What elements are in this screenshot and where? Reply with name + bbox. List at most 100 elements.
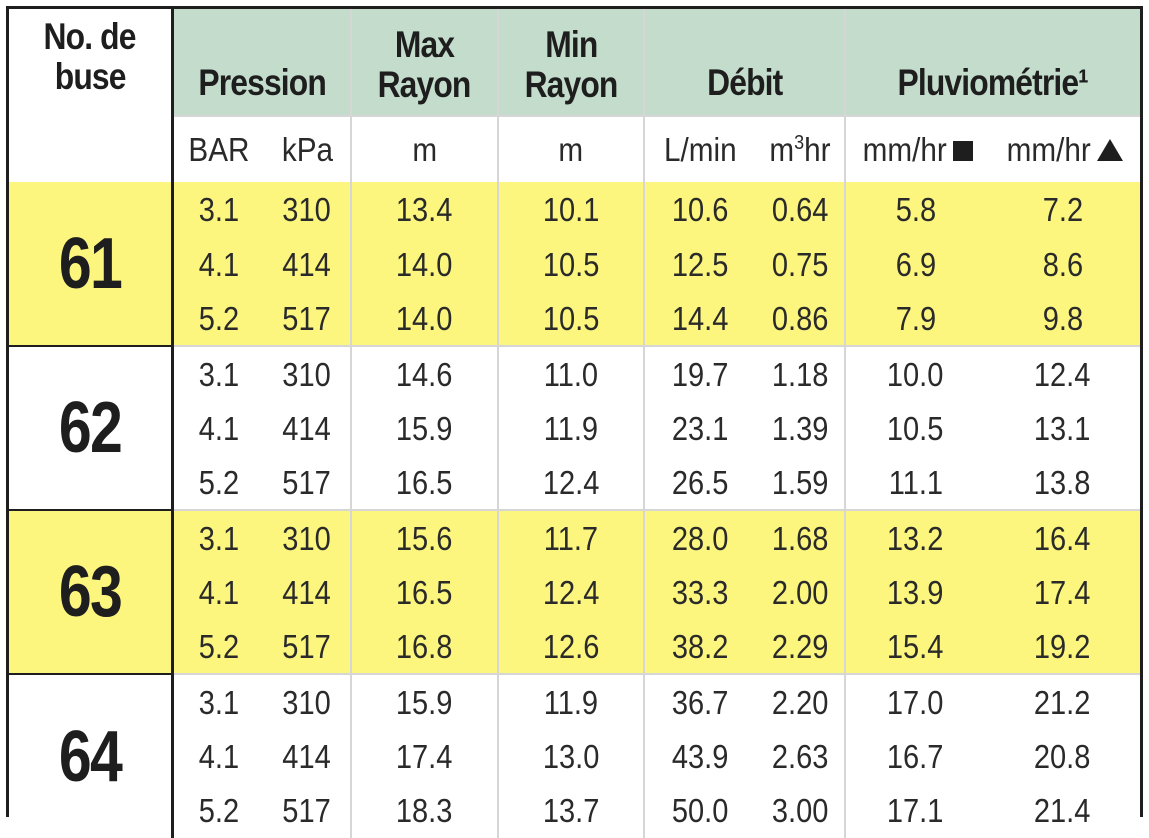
table-row: 5.2 517 16.8 12.6 38.2 2.29 15.4 19.2 xyxy=(9,620,1141,674)
unit-bar: BAR xyxy=(170,115,264,182)
cell-tri: 8.6 xyxy=(985,238,1141,292)
cell-m3hr-value: 1.68 xyxy=(771,519,829,557)
cell-sq: 15.4 xyxy=(844,620,986,674)
cell-max: 14.0 xyxy=(350,292,499,346)
cell-kpa: 414 xyxy=(264,238,352,292)
table-row: 61 3.1 310 13.4 10.1 10.6 0.64 5.8 7.2 xyxy=(9,182,1141,346)
cell-m3hr: 0.64 xyxy=(756,182,846,238)
cell-kpa-value: 517 xyxy=(282,463,332,501)
nozzle-header-line-1: No. de xyxy=(43,16,137,57)
cell-lmin: 50.0 xyxy=(643,784,757,838)
max-rayon-line-1: Max xyxy=(394,24,455,65)
table-row: 4.1 414 14.0 10.5 12.5 0.75 6.9 8.6 xyxy=(9,238,1141,292)
cell-m3hr-value: 0.75 xyxy=(771,246,829,283)
cell-max-value: 16.5 xyxy=(396,574,453,611)
unit-kpa: kPa xyxy=(264,115,352,182)
table-row: 4.1 414 16.5 12.4 33.3 2.00 13.9 17.4 xyxy=(9,566,1141,620)
cell-lmin-value: 14.4 xyxy=(672,299,729,337)
cell-lmin: 38.2 xyxy=(643,620,757,674)
cell-min: 12.6 xyxy=(497,620,645,674)
cell-bar-value: 3.1 xyxy=(198,355,239,393)
cell-bar: 4.1 xyxy=(170,238,264,292)
cell-lmin-value: 26.5 xyxy=(672,463,729,501)
cell-bar-value: 3.1 xyxy=(198,519,239,557)
cell-min-value: 11.9 xyxy=(543,410,599,447)
cell-lmin: 14.4 xyxy=(643,292,757,346)
cell-min: 13.7 xyxy=(497,784,645,838)
cell-sq: 10.0 xyxy=(844,345,986,402)
cell-max: 15.9 xyxy=(350,673,499,730)
cell-kpa-value: 310 xyxy=(282,355,332,393)
cell-m3hr: 1.18 xyxy=(756,345,846,402)
cell-max-value: 13.4 xyxy=(396,191,453,228)
cell-m3hr: 1.59 xyxy=(756,456,846,510)
cell-min: 11.9 xyxy=(497,673,645,730)
cell-sq-value: 10.0 xyxy=(887,355,944,393)
cell-kpa-value: 310 xyxy=(282,191,332,228)
nozzle-number: 62 xyxy=(58,388,123,468)
cell-min-value: 12.6 xyxy=(542,627,600,665)
cell-sq: 10.5 xyxy=(844,402,986,456)
cell-bar-value: 3.1 xyxy=(198,191,239,228)
cell-lmin: 33.3 xyxy=(643,566,757,620)
cell-m3hr-value: 2.29 xyxy=(771,627,829,665)
cell-tri: 21.4 xyxy=(985,784,1141,838)
cell-m3hr-value: 1.59 xyxy=(771,463,829,501)
unit-m3hr-rest: hr xyxy=(804,130,831,168)
debit-header-label: Débit xyxy=(706,62,783,103)
cell-kpa: 310 xyxy=(264,673,352,730)
filled-square-icon xyxy=(953,140,974,161)
pluviometrie-header-label: Pluviométrie¹ xyxy=(897,62,1089,103)
cell-tri: 13.8 xyxy=(985,456,1141,510)
cell-min-value: 11.7 xyxy=(543,519,599,557)
cell-tri: 20.8 xyxy=(985,730,1141,784)
cell-max-value: 18.3 xyxy=(396,792,453,829)
cell-max: 18.3 xyxy=(350,784,499,838)
cell-bar: 5.2 xyxy=(170,620,264,674)
cell-lmin-value: 33.3 xyxy=(672,574,729,611)
cell-sq-value: 6.9 xyxy=(895,246,936,283)
cell-kpa: 517 xyxy=(264,784,352,838)
cell-m3hr-value: 0.86 xyxy=(771,299,829,337)
unit-bar-label: BAR xyxy=(188,130,250,168)
unit-mmhr-square: mm/hr xyxy=(844,115,986,182)
cell-min: 11.9 xyxy=(497,402,645,456)
cell-sq: 5.8 xyxy=(844,182,986,238)
unit-m3hr-label: m3hr xyxy=(769,131,830,169)
cell-tri: 21.2 xyxy=(985,673,1141,730)
cell-sq: 17.1 xyxy=(844,784,986,838)
cell-kpa-value: 310 xyxy=(282,519,332,557)
cell-bar: 4.1 xyxy=(170,402,264,456)
cell-m3hr-value: 2.20 xyxy=(771,683,829,721)
nozzle-number: 63 xyxy=(58,552,123,632)
cell-m3hr-value: 1.39 xyxy=(771,410,829,447)
cell-min: 13.0 xyxy=(497,730,645,784)
cell-tri: 7.2 xyxy=(985,182,1141,238)
cell-kpa: 517 xyxy=(264,620,352,674)
cell-lmin-value: 36.7 xyxy=(672,683,729,721)
table-row: 62 3.1 310 14.6 11.0 19.7 1.18 10.0 12.4 xyxy=(9,345,1141,510)
cell-sq-value: 13.2 xyxy=(887,519,944,557)
cell-min-value: 10.5 xyxy=(542,299,600,337)
cell-sq-value: 16.7 xyxy=(887,738,944,775)
cell-lmin-value: 28.0 xyxy=(672,519,729,557)
cell-lmin-value: 12.5 xyxy=(672,246,729,283)
cell-tri-value: 8.6 xyxy=(1042,246,1083,283)
cell-bar-value: 5.2 xyxy=(198,627,239,665)
cell-sq-value: 17.1 xyxy=(887,792,944,829)
cell-bar-value: 4.1 xyxy=(198,738,239,775)
nozzle-number: 61 xyxy=(58,223,123,304)
cell-kpa-value: 414 xyxy=(282,410,332,447)
cell-min: 11.0 xyxy=(497,345,645,402)
cell-max: 16.5 xyxy=(350,566,499,620)
cell-lmin: 23.1 xyxy=(643,402,757,456)
max-rayon-header: Max Rayon xyxy=(350,9,499,116)
unit-mmhr-triangle-label: mm/hr xyxy=(1006,130,1091,168)
cell-max: 16.5 xyxy=(350,456,499,510)
cell-max-value: 16.5 xyxy=(396,463,453,501)
table-row: 5.2 517 16.5 12.4 26.5 1.59 11.1 13.8 xyxy=(9,456,1141,510)
cell-bar-value: 5.2 xyxy=(198,792,239,829)
cell-tri: 13.1 xyxy=(985,402,1141,456)
cell-bar-value: 4.1 xyxy=(198,410,239,447)
cell-max-value: 14.6 xyxy=(396,355,453,393)
